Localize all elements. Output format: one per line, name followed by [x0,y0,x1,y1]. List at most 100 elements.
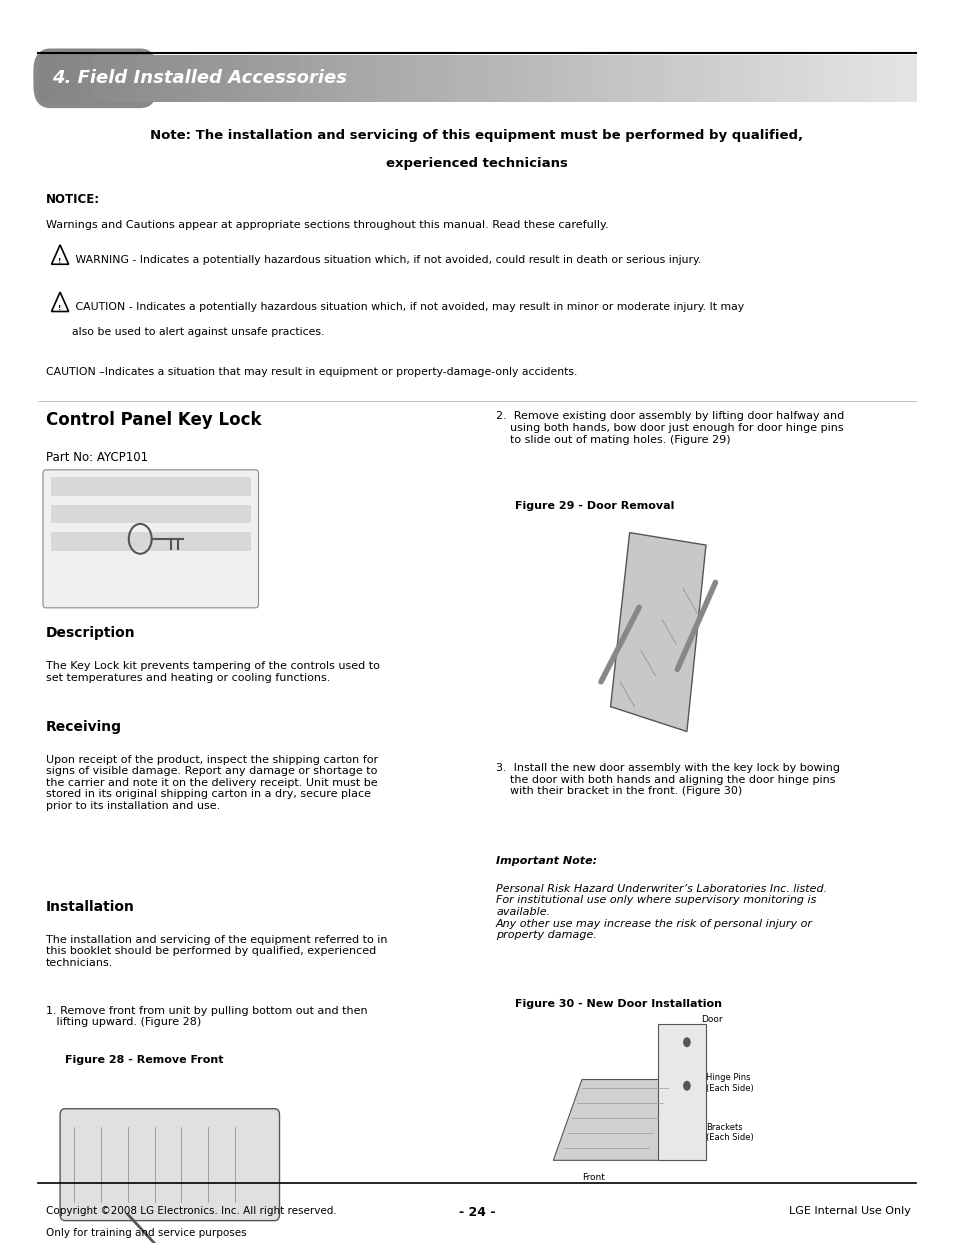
FancyBboxPatch shape [839,55,850,102]
FancyBboxPatch shape [170,55,181,102]
Text: 2.  Remove existing door assembly by lifting door halfway and
    using both han: 2. Remove existing door assembly by lift… [496,411,843,445]
Bar [51,477,251,496]
FancyBboxPatch shape [882,55,894,102]
FancyBboxPatch shape [443,55,456,102]
Text: WARNING - Indicates a potentially hazardous situation which, if not avoided, cou: WARNING - Indicates a potentially hazard… [71,255,700,265]
FancyBboxPatch shape [640,55,653,102]
Text: The installation and servicing of the equipment referred to in
this booklet shou: The installation and servicing of the eq… [46,935,387,968]
FancyBboxPatch shape [60,1109,279,1221]
Text: Figure 30 - New Door Installation: Figure 30 - New Door Installation [515,999,721,1009]
FancyBboxPatch shape [805,55,817,102]
FancyBboxPatch shape [126,55,138,102]
FancyBboxPatch shape [520,55,532,102]
Text: The Key Lock kit prevents tampering of the controls used to
set temperatures and: The Key Lock kit prevents tampering of t… [46,661,379,682]
FancyBboxPatch shape [619,55,631,102]
FancyBboxPatch shape [148,55,159,102]
FancyBboxPatch shape [334,55,346,102]
FancyBboxPatch shape [696,55,707,102]
FancyBboxPatch shape [60,55,72,102]
Text: Figure 28 - Remove Front: Figure 28 - Remove Front [65,1055,223,1065]
FancyBboxPatch shape [137,55,149,102]
FancyBboxPatch shape [476,55,488,102]
Text: also be used to alert against unsafe practices.: also be used to alert against unsafe pra… [71,327,324,337]
FancyBboxPatch shape [301,55,313,102]
FancyBboxPatch shape [268,55,280,102]
FancyBboxPatch shape [496,1022,820,1183]
FancyBboxPatch shape [312,55,324,102]
FancyBboxPatch shape [553,55,565,102]
FancyBboxPatch shape [761,55,773,102]
Text: Brackets
(Each Side): Brackets (Each Side) [705,1124,753,1142]
FancyBboxPatch shape [104,55,116,102]
FancyBboxPatch shape [43,470,258,608]
FancyBboxPatch shape [225,55,236,102]
Circle shape [682,1081,690,1091]
Text: CAUTION - Indicates a potentially hazardous situation which, if not avoided, may: CAUTION - Indicates a potentially hazard… [71,302,743,312]
FancyBboxPatch shape [564,55,576,102]
Text: CAUTION –Indicates a situation that may result in equipment or property-damage-o: CAUTION –Indicates a situation that may … [46,367,577,377]
FancyBboxPatch shape [367,55,378,102]
FancyBboxPatch shape [82,55,93,102]
FancyBboxPatch shape [181,55,193,102]
FancyBboxPatch shape [225,55,236,102]
FancyBboxPatch shape [114,55,127,102]
Text: 4. Field Installed Accessories: 4. Field Installed Accessories [52,70,347,87]
FancyBboxPatch shape [192,55,204,102]
Text: Control Panel Key Lock: Control Panel Key Lock [46,411,261,429]
Polygon shape [610,533,705,732]
Polygon shape [658,1024,705,1161]
FancyBboxPatch shape [71,55,83,102]
FancyBboxPatch shape [60,55,72,102]
Text: Receiving: Receiving [46,720,122,733]
FancyBboxPatch shape [542,55,554,102]
FancyBboxPatch shape [903,55,916,102]
FancyBboxPatch shape [377,55,390,102]
FancyBboxPatch shape [794,55,806,102]
FancyBboxPatch shape [181,55,193,102]
FancyBboxPatch shape [202,55,214,102]
Text: Upon receipt of the product, inspect the shipping carton for
signs of visible da: Upon receipt of the product, inspect the… [46,755,377,810]
FancyBboxPatch shape [772,55,784,102]
Text: 1. Remove front from unit by pulling bottom out and then
   lifting upward. (Fig: 1. Remove front from unit by pulling bot… [46,1006,367,1027]
FancyBboxPatch shape [575,55,587,102]
FancyBboxPatch shape [740,55,751,102]
FancyBboxPatch shape [509,55,521,102]
FancyBboxPatch shape [652,55,663,102]
FancyBboxPatch shape [158,55,171,102]
FancyBboxPatch shape [860,55,872,102]
FancyBboxPatch shape [399,55,412,102]
Text: LGE Internal Use Only: LGE Internal Use Only [788,1206,910,1216]
FancyBboxPatch shape [71,55,83,102]
FancyBboxPatch shape [257,55,269,102]
FancyBboxPatch shape [38,55,51,102]
FancyBboxPatch shape [246,55,258,102]
FancyBboxPatch shape [137,55,149,102]
FancyBboxPatch shape [126,55,138,102]
FancyBboxPatch shape [455,55,466,102]
FancyBboxPatch shape [38,55,51,102]
FancyBboxPatch shape [663,55,675,102]
Text: !: ! [58,305,62,311]
FancyBboxPatch shape [104,55,116,102]
FancyBboxPatch shape [93,55,105,102]
FancyBboxPatch shape [82,55,93,102]
FancyBboxPatch shape [608,55,619,102]
FancyBboxPatch shape [213,55,225,102]
Text: experienced technicians: experienced technicians [386,157,567,169]
FancyBboxPatch shape [433,55,444,102]
Text: Only for training and service purposes: Only for training and service purposes [46,1228,246,1238]
Text: Important Note:: Important Note: [496,856,597,866]
FancyBboxPatch shape [170,55,181,102]
FancyBboxPatch shape [827,55,839,102]
Text: Door: Door [700,1014,722,1024]
FancyBboxPatch shape [684,55,697,102]
FancyBboxPatch shape [114,55,127,102]
Text: - 24 -: - 24 - [458,1206,495,1218]
FancyBboxPatch shape [728,55,740,102]
FancyBboxPatch shape [411,55,422,102]
FancyBboxPatch shape [816,55,828,102]
FancyBboxPatch shape [515,523,801,741]
FancyBboxPatch shape [465,55,477,102]
FancyBboxPatch shape [192,55,204,102]
FancyBboxPatch shape [323,55,335,102]
